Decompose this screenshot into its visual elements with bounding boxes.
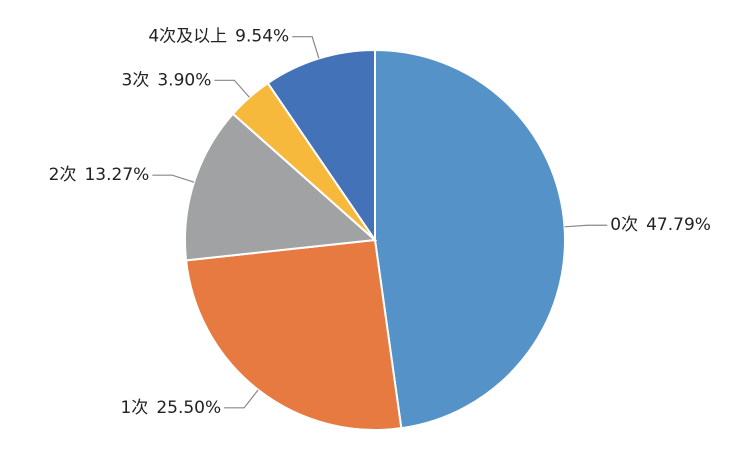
slice-label: 0次 47.79% [610, 215, 711, 235]
pie-slice [184, 238, 403, 431]
slice-category: 0次 [610, 215, 638, 235]
slice-label: 2次 13.27% [49, 165, 150, 185]
slice-category: 3次 [122, 70, 150, 90]
slice-value: 47.79% [646, 215, 711, 235]
slice-category: 2次 [49, 165, 77, 185]
slice-label: 4次及以上 9.54% [148, 27, 289, 47]
pie-slice [184, 112, 378, 262]
slice-value: 13.27% [84, 165, 149, 185]
slice-value: 9.54% [235, 27, 289, 47]
slice-value: 3.90% [157, 70, 211, 90]
leader-line [152, 174, 195, 183]
leader-line [292, 36, 320, 59]
slice-category: 1次 [120, 398, 148, 418]
slice-value: 25.50% [156, 398, 221, 418]
pie-slice [374, 48, 566, 430]
leader-line [214, 79, 250, 98]
leader-line [564, 224, 608, 228]
leader-line [224, 389, 259, 409]
slice-category: 4次及以上 [148, 27, 227, 47]
slice-label: 3次 3.90% [122, 70, 212, 90]
pie-slice [266, 48, 376, 244]
slice-label: 1次 25.50% [120, 398, 221, 418]
